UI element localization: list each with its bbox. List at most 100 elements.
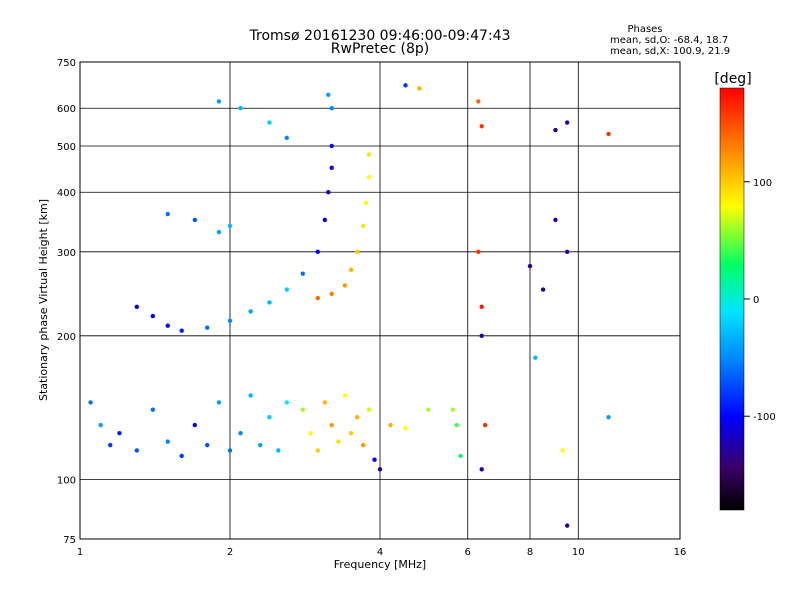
- data-point: [360, 223, 366, 229]
- colorbar-tick-label: -100: [753, 412, 776, 423]
- data-point: [134, 304, 139, 310]
- x-tick-label: 10: [572, 547, 585, 558]
- data-point: [426, 407, 431, 412]
- data-point: [354, 249, 360, 255]
- data-point: [606, 131, 611, 137]
- data-point: [450, 407, 456, 412]
- data-point: [564, 120, 570, 125]
- colorbar-ticks: 100 0 -100: [744, 178, 776, 423]
- stats-line-x: mean, sd,X: 100.9, 21.9: [610, 46, 730, 57]
- data-point: [108, 442, 113, 448]
- colorbar-tick-label: 100: [753, 178, 772, 189]
- data-point: [150, 313, 156, 319]
- data-point: [248, 393, 253, 398]
- y-tick-label: 600: [57, 104, 76, 115]
- data-point: [553, 127, 558, 133]
- data-point: [326, 92, 331, 98]
- data-point: [165, 323, 170, 328]
- data-point: [377, 467, 383, 472]
- data-point: [417, 86, 422, 91]
- data-point: [606, 415, 611, 420]
- data-point: [258, 442, 263, 448]
- data-point: [342, 393, 348, 398]
- data-point: [553, 217, 558, 223]
- chart-subtitle: RwPretec (8p): [331, 41, 429, 57]
- data-point: [267, 300, 272, 305]
- data-point: [476, 249, 481, 255]
- colorbar-label: [deg]: [714, 71, 751, 87]
- colorbar-tick-label: 0: [753, 295, 759, 306]
- data-point: [227, 223, 233, 229]
- data-point: [322, 400, 328, 405]
- data-point: [179, 328, 184, 333]
- data-point: [564, 523, 570, 528]
- data-point: [227, 318, 233, 324]
- data-point: [150, 407, 156, 412]
- data-point: [533, 355, 538, 360]
- x-tick-label: 8: [527, 547, 533, 558]
- data-point: [366, 407, 372, 412]
- data-points: [88, 83, 611, 528]
- data-point: [388, 422, 393, 428]
- data-point: [216, 229, 222, 235]
- data-point: [479, 467, 484, 472]
- x-tick-label: 6: [465, 547, 471, 558]
- data-point: [192, 217, 198, 223]
- data-point: [458, 453, 463, 459]
- data-point: [366, 152, 372, 157]
- data-point: [479, 304, 484, 310]
- x-tick-label: 4: [377, 547, 383, 558]
- data-point: [238, 430, 243, 436]
- data-point: [165, 211, 170, 217]
- y-tick-labels: 75 100 200 300 400 500 600 750: [57, 58, 76, 546]
- data-point: [366, 175, 372, 180]
- data-point: [348, 267, 354, 273]
- data-point: [267, 120, 272, 125]
- data-point: [329, 106, 334, 111]
- data-point: [227, 448, 233, 453]
- y-tick-label: 75: [63, 535, 76, 546]
- data-point: [403, 83, 408, 88]
- data-point: [363, 200, 369, 206]
- data-point: [560, 448, 565, 453]
- data-point: [482, 422, 488, 428]
- x-tick-label: 2: [227, 547, 233, 558]
- data-point: [329, 291, 334, 296]
- data-point: [284, 400, 289, 405]
- data-point: [284, 135, 289, 141]
- data-point: [329, 165, 334, 171]
- data-point: [204, 442, 210, 448]
- y-tick-label: 500: [57, 142, 76, 153]
- y-tick-label: 400: [57, 188, 76, 199]
- data-point: [300, 407, 306, 412]
- data-point: [540, 287, 546, 292]
- x-tick-labels: 1 2 4 6 8 10 16: [77, 547, 687, 558]
- stats-line-o: mean, sd,O: -68.4, 18.7: [610, 35, 728, 46]
- data-point: [134, 448, 139, 453]
- data-point: [454, 422, 459, 428]
- data-point: [98, 422, 103, 428]
- data-point: [300, 271, 306, 276]
- data-point: [315, 295, 320, 301]
- data-point: [238, 106, 243, 111]
- data-point: [216, 400, 222, 405]
- x-tick-label: 1: [77, 547, 83, 558]
- data-point: [479, 333, 484, 339]
- data-point: [564, 249, 570, 255]
- y-tick-label: 200: [57, 332, 76, 343]
- data-point: [216, 99, 222, 104]
- data-point: [479, 124, 484, 129]
- colorbar: [719, 87, 745, 511]
- data-point: [403, 426, 408, 431]
- y-tick-label: 300: [57, 248, 76, 259]
- y-tick-label: 100: [57, 475, 76, 486]
- data-point: [308, 430, 313, 436]
- data-point: [267, 415, 272, 420]
- data-point: [204, 325, 210, 330]
- data-point: [342, 283, 348, 288]
- data-point: [248, 309, 253, 314]
- y-axis-label: Stationary phase Virtual Height [km]: [37, 199, 50, 401]
- x-axis-label: Frequency [MHz]: [334, 558, 426, 571]
- y-tick-label: 750: [57, 58, 76, 69]
- data-point: [360, 442, 366, 448]
